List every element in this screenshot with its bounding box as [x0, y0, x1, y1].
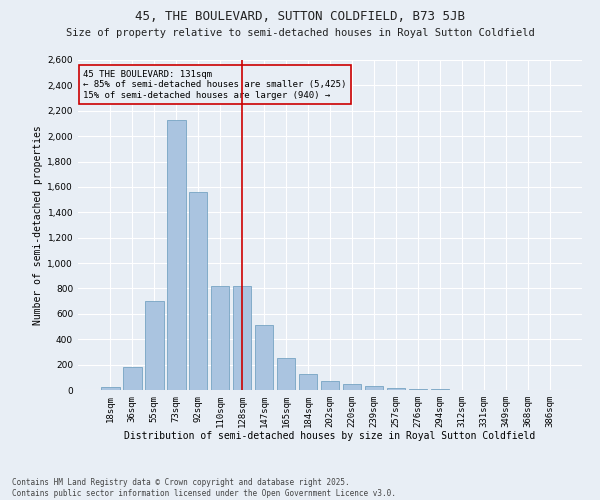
Bar: [343, 384, 361, 390]
Bar: [101, 388, 119, 390]
X-axis label: Distribution of semi-detached houses by size in Royal Sutton Coldfield: Distribution of semi-detached houses by …: [124, 432, 536, 442]
Bar: [320, 381, 340, 390]
Bar: [365, 386, 383, 390]
Bar: [386, 388, 405, 390]
Bar: [233, 286, 251, 390]
Bar: [299, 374, 317, 390]
Bar: [277, 358, 295, 390]
Bar: [211, 286, 229, 390]
Text: Size of property relative to semi-detached houses in Royal Sutton Coldfield: Size of property relative to semi-detach…: [65, 28, 535, 38]
Bar: [255, 326, 274, 390]
Text: 45, THE BOULEVARD, SUTTON COLDFIELD, B73 5JB: 45, THE BOULEVARD, SUTTON COLDFIELD, B73…: [135, 10, 465, 23]
Bar: [431, 388, 449, 390]
Y-axis label: Number of semi-detached properties: Number of semi-detached properties: [33, 125, 43, 325]
Bar: [145, 301, 164, 390]
Text: 45 THE BOULEVARD: 131sqm
← 85% of semi-detached houses are smaller (5,425)
15% o: 45 THE BOULEVARD: 131sqm ← 85% of semi-d…: [83, 70, 346, 100]
Bar: [189, 192, 208, 390]
Bar: [167, 120, 185, 390]
Text: Contains HM Land Registry data © Crown copyright and database right 2025.
Contai: Contains HM Land Registry data © Crown c…: [12, 478, 396, 498]
Bar: [123, 367, 142, 390]
